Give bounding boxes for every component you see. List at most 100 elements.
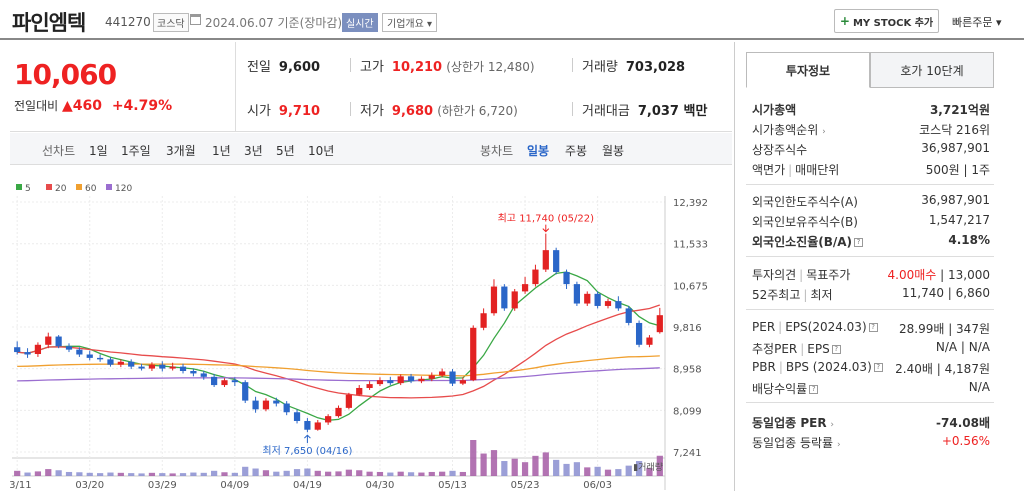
candle-body [511, 291, 518, 309]
tab-ask-10[interactable]: 호가 10단계 [870, 52, 994, 88]
help-icon[interactable]: ? [854, 238, 864, 247]
base-date: 2024.06.07 기준(장마감) [205, 16, 343, 30]
candle-body [14, 347, 21, 353]
est-eps-label-text: EPS [807, 342, 830, 356]
volume-bar [325, 471, 332, 476]
volume-bar [573, 462, 581, 476]
candle-body [159, 364, 166, 369]
legend-swatch [106, 184, 112, 190]
help-icon[interactable]: ? [831, 345, 841, 354]
candlestick-chart[interactable]: 5 20 60 120 12,392 11,533 10,675 9,816 8,958 8,09… [3, 166, 732, 491]
candle-weekly[interactable]: 주봉 [565, 144, 588, 158]
par-label: 액면가 | 매매단위 [752, 163, 840, 177]
period-1d[interactable]: 1일 [89, 144, 108, 158]
bps-label-text: BPS (2024.03) [785, 360, 872, 374]
period-3y[interactable]: 3년 [244, 144, 263, 158]
volume-bar [283, 470, 290, 476]
par-row: 액면가 | 매매단위 500원 | 1주 [752, 161, 990, 178]
volume-bar [34, 471, 42, 476]
legend-swatch [46, 184, 52, 190]
industry-per-label[interactable]: 동일업종 PER › [752, 414, 834, 431]
divider [746, 309, 994, 310]
candle-body [459, 380, 466, 384]
volume-bar [179, 473, 187, 476]
quick-order-dropdown[interactable]: 빠른주문 ▾ [952, 16, 1002, 29]
candle-body [345, 394, 352, 408]
volume-bar [625, 465, 632, 476]
chevron-right-icon: › [830, 420, 835, 430]
volume-bar [293, 469, 301, 476]
volume-bar [449, 470, 456, 476]
realtime-button[interactable]: 실시간 [342, 13, 378, 32]
period-5y[interactable]: 5년 [276, 144, 295, 158]
low-value: 9,680 [391, 104, 434, 119]
candle-body [615, 301, 622, 309]
period-3m[interactable]: 3개월 [166, 144, 196, 158]
x-tick-label: 03/11 [10, 480, 32, 490]
legend-swatch [16, 184, 22, 190]
volume-bar [211, 470, 218, 476]
est-per-label: 추정PER | EPS? [752, 340, 841, 357]
candle-body [407, 376, 415, 382]
stock-header: 파인엠텍 441270 코스닥 2024.06.07 기준(장마감) 실시간 기… [0, 0, 1024, 40]
candle-body [273, 400, 280, 404]
volume-bar [314, 470, 321, 476]
candle-daily[interactable]: 일봉 [527, 144, 550, 158]
divider [350, 58, 351, 72]
candle-monthly[interactable]: 월봉 [602, 144, 625, 158]
per-label-text: PER [752, 320, 776, 334]
divider [350, 102, 351, 116]
chevron-right-icon: › [836, 440, 841, 450]
divider [572, 58, 573, 72]
candle-body [262, 400, 270, 410]
market-cap-rank-text: 시가총액순위 [752, 123, 819, 137]
volume-bar [646, 467, 653, 476]
industry-rate-value: +0.56% [941, 434, 990, 448]
pbr-label: PBR | BPS (2024.03)? [752, 360, 883, 377]
open-label: 시가 [247, 104, 271, 119]
legend-label: 5 [25, 184, 31, 194]
period-1w[interactable]: 1주일 [121, 144, 151, 158]
y-tick-label: 11,533 [673, 240, 708, 251]
period-1y[interactable]: 1년 [212, 144, 231, 158]
mystock-add-button[interactable]: + MY STOCK 추가 [834, 9, 939, 33]
candle-body [418, 378, 425, 382]
divider [572, 102, 573, 116]
volume-bar [200, 472, 207, 476]
candle-body [584, 293, 591, 304]
shares-row: 상장주식수 36,987,901 [752, 141, 990, 158]
x-tick-label: 04/19 [293, 480, 322, 490]
market-cap-rank-label[interactable]: 시가총액순위 › [752, 121, 826, 138]
company-overview-dropdown[interactable]: 기업개요 ▾ [382, 13, 437, 32]
volume-bar [428, 471, 435, 476]
legend-label: 120 [115, 184, 132, 194]
pbr-bps-value: 2.40배 | 4,187원 [895, 362, 990, 376]
tab-invest-info[interactable]: 투자정보 [746, 52, 870, 88]
candle-body [501, 286, 508, 309]
volume-bar [521, 462, 529, 476]
target-label-text: 목표주가 [806, 268, 851, 282]
volume-bar [96, 473, 104, 476]
candle-body [656, 315, 663, 333]
help-icon[interactable]: ? [868, 323, 878, 332]
market-cap-label-text: 시가총액 [752, 103, 797, 117]
period-10y[interactable]: 10년 [308, 144, 335, 158]
current-price: 10,060 [14, 58, 117, 91]
price-change: 전일대비 ▲460 +4.79% [14, 97, 172, 114]
industry-rate-row: 동일업종 등락률 › +0.56% [752, 434, 990, 451]
moving-average-line [17, 367, 660, 382]
help-icon[interactable]: ? [809, 385, 819, 394]
legend-label: 60 [85, 184, 97, 194]
per-label: PER | EPS(2024.03)? [752, 320, 878, 337]
trade-value-value: 7,037 백만 [637, 104, 708, 119]
industry-rate-label[interactable]: 동일업종 등락률 › [752, 434, 841, 451]
help-icon[interactable]: ? [873, 363, 883, 372]
divider [746, 402, 994, 403]
candle-body [34, 344, 42, 355]
dividend-value: N/A [968, 380, 990, 394]
price-chart[interactable]: 5 20 60 120 12,392 11,533 10,675 9,816 8,958 8,09… [3, 166, 732, 491]
candle-body [335, 407, 342, 417]
prev-close-value: 9,600 [278, 60, 321, 75]
opinion-value: 4.00매수 [887, 268, 937, 282]
line-chart-label: 선차트 [42, 144, 76, 158]
